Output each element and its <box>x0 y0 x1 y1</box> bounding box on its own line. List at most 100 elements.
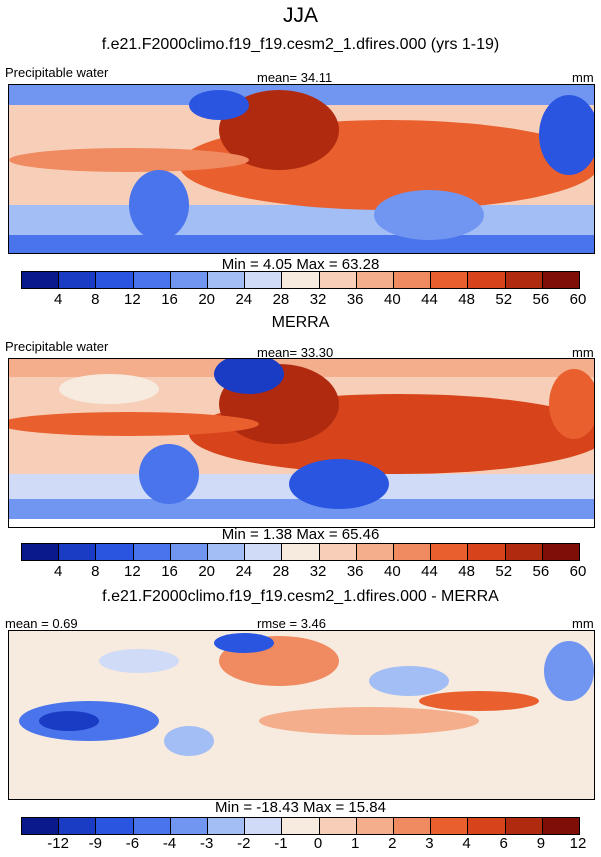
panel-3-units-label: mm <box>572 616 594 631</box>
panel-3-colorbar-ticks: -12 -9 -6 -4 -3 -2 -1 0 1 2 3 4 6 9 12 <box>21 835 586 853</box>
colorbar-swatch <box>133 544 171 560</box>
colorbar-tick-label: 6 <box>499 835 508 852</box>
colorbar-tick-label: 2 <box>388 835 397 852</box>
colorbar-swatch <box>245 272 283 288</box>
colorbar-tick-label: 60 <box>569 563 587 580</box>
colorbar-swatch <box>394 544 432 560</box>
colorbar-tick-label: 28 <box>272 291 290 308</box>
panel-2-colorbar-ticks: 4 8 12 16 20 24 28 32 36 40 44 48 52 56 60 <box>21 563 586 581</box>
colorbar-tick-label: 48 <box>458 291 475 308</box>
colorbar-tick-label: 36 <box>346 563 364 580</box>
colorbar-swatch <box>356 272 395 288</box>
colorbar-tick-label: 20 <box>198 563 215 580</box>
colorbar-tick-label: 32 <box>309 291 327 308</box>
colorbar-swatch <box>245 818 283 834</box>
panel-1-mean-label: mean= 34.11 <box>257 70 333 85</box>
colorbar-swatch <box>22 544 60 560</box>
colorbar-swatch <box>208 818 246 834</box>
colorbar-swatch <box>356 544 395 560</box>
colorbar-swatch <box>468 544 506 560</box>
colorbar-swatch <box>319 544 357 560</box>
colorbar-tick-label: 0 <box>313 835 323 852</box>
colorbar-tick-label: 56 <box>532 563 550 580</box>
panel-1-map <box>8 84 595 254</box>
colorbar-tick-label: 48 <box>458 563 475 580</box>
colorbar-tick-label: 40 <box>383 563 401 580</box>
panel-1-units-label: mm <box>572 70 594 85</box>
colorbar-tick-label: 40 <box>383 291 401 308</box>
panel-1-title: f.e21.F2000climo.f19_f19.cesm2_1.dfires.… <box>101 36 500 53</box>
panel-1-minmax: Min = 4.05 Max = 63.28 <box>221 256 380 273</box>
colorbar-tick-label: -6 <box>125 835 140 852</box>
colorbar-tick-label: 28 <box>272 563 290 580</box>
panel-2-variable-label: Precipitable water <box>5 339 109 354</box>
panel-3-map <box>8 630 595 800</box>
season-title: JJA <box>282 4 318 27</box>
colorbar-swatch <box>96 272 134 288</box>
colorbar-swatch <box>245 544 283 560</box>
colorbar-tick-label: -2 <box>237 835 251 852</box>
panel-2-units-label: mm <box>572 345 594 360</box>
colorbar-tick-label: 9 <box>536 835 546 852</box>
colorbar-swatch <box>170 818 209 834</box>
panel-2-title: MERRA <box>271 314 330 331</box>
panel-2-minmax: Min = 1.38 Max = 65.46 <box>221 526 380 543</box>
colorbar-tick-label: -4 <box>162 835 177 852</box>
colorbar-tick-label: 8 <box>91 563 100 580</box>
colorbar-swatch <box>356 818 395 834</box>
colorbar-swatch <box>133 272 171 288</box>
colorbar-tick-label: 16 <box>161 291 178 308</box>
colorbar-swatch <box>59 544 97 560</box>
colorbar-tick-label: 16 <box>161 563 178 580</box>
colorbar-swatch <box>208 272 246 288</box>
colorbar-swatch <box>542 272 580 288</box>
colorbar-tick-label: 52 <box>495 563 513 580</box>
colorbar-tick-label: 44 <box>421 291 438 308</box>
colorbar-swatch <box>133 818 171 834</box>
panel-3-colorbar <box>21 817 580 835</box>
colorbar-swatch <box>59 818 97 834</box>
colorbar-swatch <box>22 818 60 834</box>
colorbar-tick-label: 12 <box>124 563 141 580</box>
colorbar-tick-label: 1 <box>351 835 360 852</box>
colorbar-tick-label: 56 <box>532 291 550 308</box>
panel-1-colorbar-ticks: 4 8 12 16 20 24 28 32 36 40 44 48 52 56 60 <box>21 291 586 309</box>
colorbar-tick-label: -3 <box>199 835 214 852</box>
colorbar-tick-label: 36 <box>346 291 364 308</box>
colorbar-tick-label: 12 <box>569 835 587 852</box>
colorbar-swatch <box>170 272 209 288</box>
colorbar-swatch <box>431 272 469 288</box>
colorbar-swatch <box>505 818 543 834</box>
colorbar-tick-label: 32 <box>309 563 327 580</box>
colorbar-tick-label: -9 <box>88 835 102 852</box>
colorbar-tick-label: -12 <box>47 835 69 852</box>
colorbar-swatch <box>282 818 320 834</box>
colorbar-swatch <box>542 818 580 834</box>
colorbar-swatch <box>59 272 97 288</box>
colorbar-swatch <box>542 544 580 560</box>
panel-3-title: f.e21.F2000climo.f19_f19.cesm2_1.dfires.… <box>102 588 499 605</box>
colorbar-tick-label: 44 <box>421 563 438 580</box>
colorbar-swatch <box>431 544 469 560</box>
colorbar-tick-label: 20 <box>198 291 215 308</box>
colorbar-swatch <box>208 544 246 560</box>
colorbar-swatch <box>319 272 357 288</box>
panel-2-mean-label: mean= 33.30 <box>257 345 334 360</box>
panel-3-minmax: Min = -18.43 Max = 15.84 <box>215 799 386 816</box>
colorbar-tick-label: 4 <box>53 291 63 308</box>
colorbar-swatch <box>394 818 432 834</box>
colorbar-swatch <box>22 272 60 288</box>
panel-2-colorbar <box>21 543 580 561</box>
colorbar-swatch <box>394 272 432 288</box>
colorbar-tick-label: -1 <box>274 835 288 852</box>
colorbar-tick-label: 52 <box>495 291 513 308</box>
colorbar-tick-label: 60 <box>569 291 587 308</box>
colorbar-swatch <box>505 544 543 560</box>
colorbar-swatch <box>96 818 134 834</box>
colorbar-swatch <box>431 818 469 834</box>
colorbar-swatch <box>319 818 357 834</box>
colorbar-swatch <box>96 544 134 560</box>
colorbar-tick-label: 8 <box>91 291 100 308</box>
colorbar-swatch <box>505 272 543 288</box>
colorbar-tick-label: 4 <box>462 835 471 852</box>
